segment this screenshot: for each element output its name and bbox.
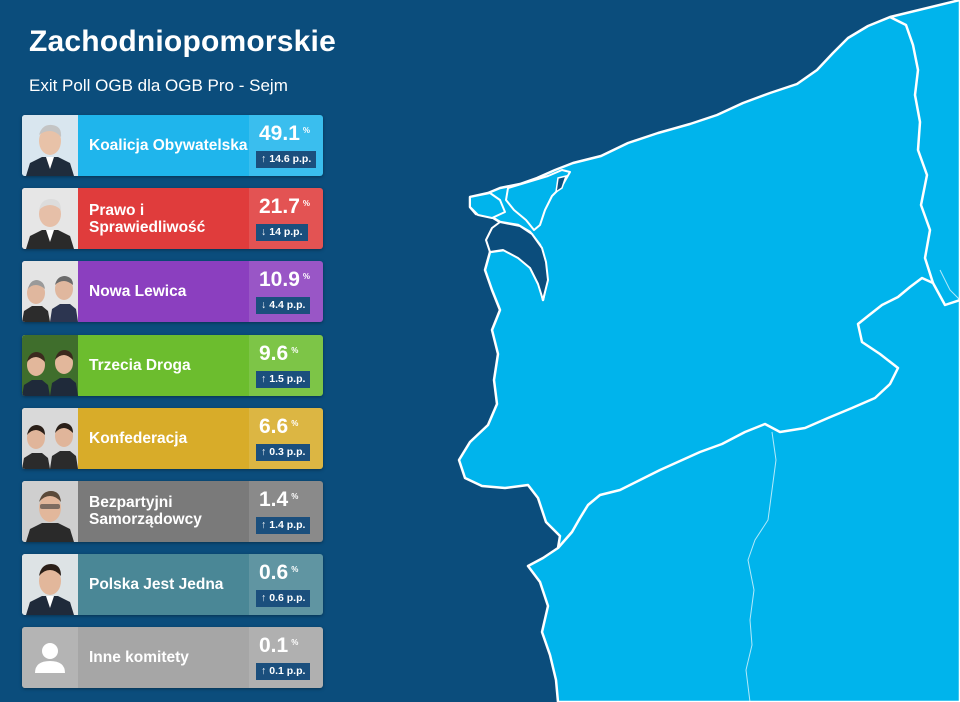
percent-sign: % — [302, 199, 310, 209]
percent-sign: % — [291, 418, 299, 428]
value-box: 6.6% ↑ 0.3 p.p. — [249, 407, 323, 469]
result-row-inne[interactable]: Inne komitety 0.1% ↑ 0.1 p.p. — [22, 627, 323, 689]
party-name: Trzecia Droga — [89, 356, 191, 374]
candidate-photo — [22, 261, 78, 323]
island-usedom — [469, 192, 506, 219]
value-box: 1.4% ↑ 1.4 p.p. — [249, 480, 323, 542]
party-name: Prawo i Sprawiedliwość — [89, 201, 206, 236]
arrow-down-icon: ↓ — [261, 299, 267, 312]
value-box: 0.1% ↑ 0.1 p.p. — [249, 627, 323, 689]
arrow-down-icon: ↓ — [261, 226, 267, 239]
value-box: 9.6% ↑ 1.5 p.p. — [249, 334, 323, 396]
percentage: 9.6% — [259, 341, 299, 365]
percentage: 21.7% — [259, 195, 310, 219]
candidate-photo — [22, 554, 78, 616]
candidate-photo — [22, 115, 78, 176]
arrow-up-icon: ↑ — [261, 153, 267, 165]
change-badge: ↑ 0.3 p.p. — [256, 443, 311, 461]
party-name: Koalicja Obywatelska — [89, 137, 248, 154]
candidate-photo — [22, 407, 78, 469]
change-badge: ↑ 0.1 p.p. — [256, 663, 311, 681]
party-name: Nowa Lewica — [89, 283, 187, 301]
page-title: Zachodniopomorskie — [29, 25, 336, 58]
border-east — [889, 15, 935, 284]
lagoon — [485, 221, 549, 301]
result-row-ko[interactable]: Koalicja Obywatelska 49.1% ↑ 14.6 p.p. — [22, 115, 323, 176]
mainland — [457, 0, 960, 702]
percent-sign: % — [291, 565, 299, 575]
change-badge: ↑ 14.6 p.p. — [256, 151, 317, 168]
arrow-up-icon: ↑ — [261, 445, 267, 458]
inlet — [555, 174, 568, 194]
arrow-up-icon: ↑ — [261, 372, 267, 385]
result-row-bs[interactable]: Bezpartyjni Samorządowcy 1.4% ↑ 1.4 p.p. — [22, 480, 323, 542]
result-row-pis[interactable]: Prawo i Sprawiedliwość 21.7% ↓ 14 p.p. — [22, 188, 323, 250]
arrow-up-icon: ↑ — [261, 592, 267, 605]
person-icon — [22, 627, 78, 689]
change-badge: ↑ 1.5 p.p. — [256, 370, 311, 388]
change-badge: ↓ 4.4 p.p. — [256, 297, 311, 315]
percent-sign: % — [291, 491, 299, 501]
result-row-td[interactable]: Trzecia Droga 9.6% ↑ 1.5 p.p. — [22, 334, 323, 396]
percentage: 0.1% — [259, 634, 299, 658]
percent-sign: % — [291, 345, 299, 355]
party-name: Polska Jest Jedna — [89, 576, 224, 594]
candidate-photo — [22, 480, 78, 542]
candidate-photo — [22, 334, 78, 396]
border-south — [557, 276, 960, 549]
value-box: 0.6% ↑ 0.6 p.p. — [249, 554, 323, 616]
party-name: Bezpartyjni Samorządowcy — [89, 494, 202, 529]
percent-sign: % — [302, 126, 310, 135]
value-box: 49.1% ↑ 14.6 p.p. — [249, 115, 323, 176]
results-list: Koalicja Obywatelska 49.1% ↑ 14.6 p.p. Pr… — [22, 115, 323, 701]
percentage: 1.4% — [259, 487, 299, 511]
percentage: 49.1% — [259, 122, 310, 145]
arrow-up-icon: ↑ — [261, 518, 267, 531]
percent-sign: % — [291, 638, 299, 648]
result-row-pjj[interactable]: Polska Jest Jedna 0.6% ↑ 0.6 p.p. — [22, 554, 323, 616]
border-inner-2 — [939, 269, 960, 301]
change-badge: ↑ 0.6 p.p. — [256, 590, 311, 608]
candidate-photo — [22, 188, 78, 250]
border-inner-1 — [745, 431, 777, 702]
island-wolin — [505, 169, 571, 231]
change-badge: ↑ 1.4 p.p. — [256, 516, 311, 534]
value-box: 10.9% ↓ 4.4 p.p. — [249, 261, 323, 323]
value-box: 21.7% ↓ 14 p.p. — [249, 188, 323, 250]
result-row-konf[interactable]: Konfederacja 6.6% ↑ 0.3 p.p. — [22, 407, 323, 469]
arrow-up-icon: ↑ — [261, 665, 267, 678]
percent-sign: % — [302, 272, 310, 282]
percentage: 10.9% — [259, 268, 310, 292]
party-name: Inne komitety — [89, 649, 189, 667]
percentage: 0.6% — [259, 561, 299, 585]
change-badge: ↓ 14 p.p. — [256, 224, 308, 242]
party-name: Konfederacja — [89, 429, 188, 447]
page-subtitle: Exit Poll OGB dla OGB Pro - Sejm — [29, 76, 288, 95]
percentage: 6.6% — [259, 414, 299, 438]
result-row-lewica[interactable]: Nowa Lewica 10.9% ↓ 4.4 p.p. — [22, 261, 323, 323]
